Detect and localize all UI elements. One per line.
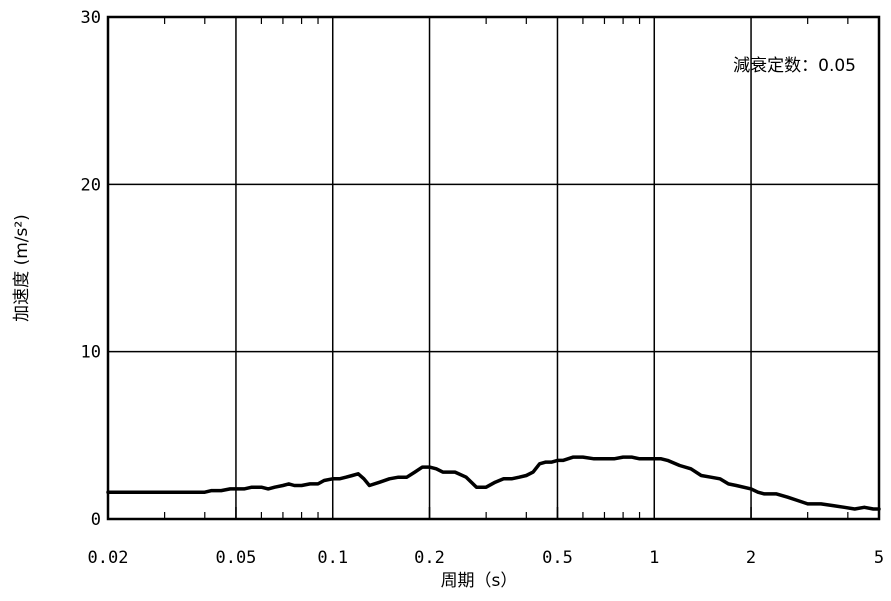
x-tick-label: 0.2 <box>414 548 445 568</box>
plot-frame <box>106 15 881 521</box>
damping-annotation: 減衰定数：0.05 <box>733 56 856 76</box>
y-tick-label: 10 <box>81 343 101 363</box>
x-tick-label: 0.05 <box>215 548 256 568</box>
y-tick-label: 30 <box>81 8 101 28</box>
series-group <box>106 455 881 511</box>
y-axis-title: 加速度 (m/s²) <box>12 214 32 322</box>
x-tick-label: 1 <box>649 548 659 568</box>
series-line <box>106 455 881 511</box>
grid-lines <box>108 17 879 519</box>
x-tick-label: 2 <box>746 548 756 568</box>
x-tick-label: 0.5 <box>542 548 573 568</box>
x-tick-label: 5 <box>874 548 884 568</box>
x-tick-label: 0.1 <box>317 548 348 568</box>
x-axis-title: 周期（s） <box>441 571 518 591</box>
x-tick-labels: 0.02 0.05 0.1 0.2 0.5 1 2 5 <box>88 548 885 568</box>
y-tick-label: 0 <box>91 510 101 530</box>
x-tick-label: 0.02 <box>88 548 129 568</box>
y-tick-labels: 0 10 20 30 <box>81 8 101 530</box>
axis-ticks <box>107 17 880 519</box>
y-tick-label: 20 <box>81 175 101 195</box>
